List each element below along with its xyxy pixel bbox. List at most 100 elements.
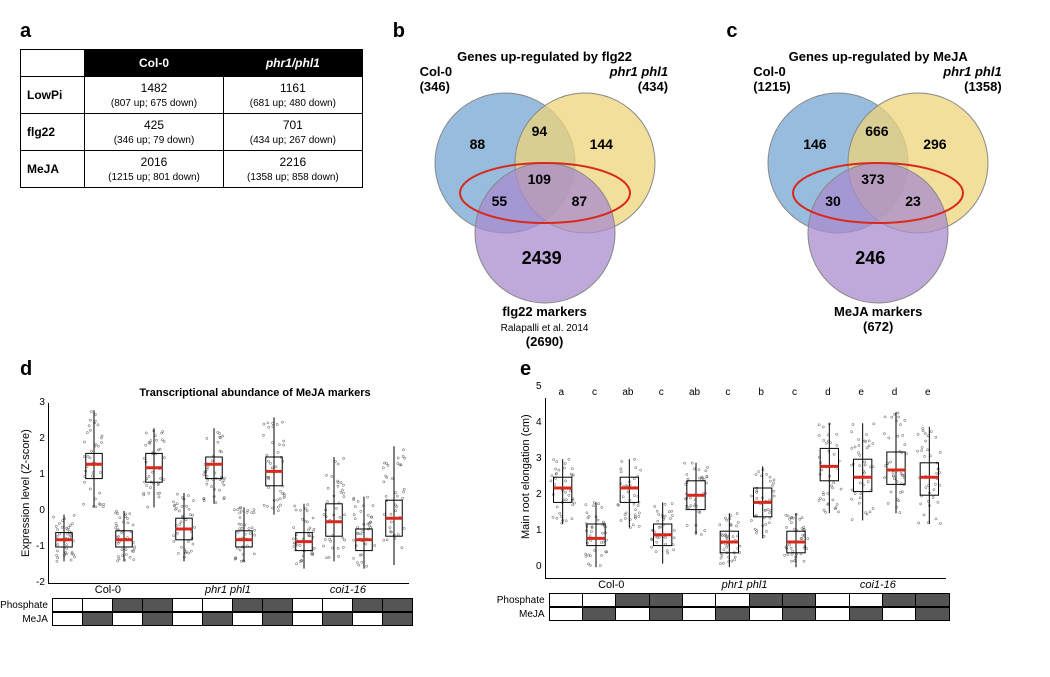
factor-cell <box>233 613 263 625</box>
sig-letter: ab <box>611 387 644 398</box>
factor-cell <box>883 594 916 606</box>
summary-table: Col-0phr1/phl1 LowPi1482(807 up; 675 dow… <box>20 49 363 188</box>
venn-count: 666 <box>865 123 888 139</box>
panel-a: a Col-0phr1/phl1 LowPi1482(807 up; 675 d… <box>20 20 363 188</box>
factor-cell <box>203 613 233 625</box>
factor-cell <box>53 613 83 625</box>
venn-set-label: MeJA markers(672) <box>813 304 943 334</box>
factor-cell <box>850 608 883 620</box>
venn-count: 2439 <box>522 248 562 269</box>
genotype-label: coi1-16 <box>811 579 944 591</box>
factor-cell <box>143 613 173 625</box>
genotype-label: Col-0 <box>545 579 678 591</box>
table-header <box>21 50 85 77</box>
venn-count: 94 <box>532 123 548 139</box>
venn-count: 87 <box>572 193 588 209</box>
factor-cell <box>816 608 849 620</box>
sig-letter: d <box>811 387 844 398</box>
factor-cell <box>550 608 583 620</box>
venn-count: 246 <box>855 248 885 269</box>
factor-cell <box>113 599 143 611</box>
panel-c-label: c <box>726 20 1030 43</box>
sig-letter: c <box>711 387 744 398</box>
sig-letter: a <box>545 387 578 398</box>
venn-count: 146 <box>803 136 826 152</box>
y-axis-label: Main root elongation (cm) <box>520 387 532 567</box>
sig-letter: c <box>778 387 811 398</box>
factor-label: Phosphate <box>491 595 549 606</box>
factor-cell <box>143 599 173 611</box>
sig-letter: ab <box>678 387 711 398</box>
venn-count: 296 <box>923 136 946 152</box>
factor-cell <box>850 594 883 606</box>
venn-count: 23 <box>905 193 921 209</box>
factor-cell <box>53 599 83 611</box>
y-axis-label: Expression level (Z-score) <box>20 403 32 583</box>
factor-cell <box>353 599 383 611</box>
factor-cell <box>323 613 353 625</box>
venn-count: 109 <box>528 171 551 187</box>
factor-cell <box>203 599 233 611</box>
factor-cell <box>650 594 683 606</box>
factor-cell <box>750 608 783 620</box>
venn-count: 144 <box>590 136 613 152</box>
factor-cell <box>353 613 383 625</box>
boxplot: Main root elongation (cm)543210acabcabcb… <box>520 387 1030 621</box>
table-row: MeJA2016(1215 up; 801 down)2216(1358 up;… <box>21 151 363 188</box>
venn-count: 55 <box>492 193 508 209</box>
factor-label: Phosphate <box>0 600 52 611</box>
venn-diagram <box>400 68 690 328</box>
panel-d: d Transcriptional abundance of MeJA mark… <box>20 358 490 626</box>
genotype-label: phr1 phl1 <box>168 584 288 596</box>
panel-c-title: Genes up-regulated by MeJA <box>726 49 1030 64</box>
sig-letter: e <box>911 387 944 398</box>
panel-b-title: Genes up-regulated by flg22 <box>393 49 697 64</box>
panel-d-title: Transcriptional abundance of MeJA marker… <box>20 387 490 399</box>
factor-cell <box>383 599 412 611</box>
venn-count: 373 <box>861 171 884 187</box>
factor-cell <box>750 594 783 606</box>
factor-cell <box>233 599 263 611</box>
sig-letter: c <box>645 387 678 398</box>
venn-count: 88 <box>470 136 486 152</box>
panel-e: e Main root elongation (cm)543210acabcab… <box>520 358 1030 621</box>
factor-cell <box>616 594 649 606</box>
genotype-label: Col-0 <box>48 584 168 596</box>
table-row: flg22425(346 up; 79 down)701(434 up; 267… <box>21 114 363 151</box>
factor-cell <box>323 599 353 611</box>
factor-cell <box>683 594 716 606</box>
factor-cell <box>650 608 683 620</box>
venn-set-label: phr1 phl1(434) <box>610 64 669 94</box>
panel-b-label: b <box>393 20 697 43</box>
genotype-label: coi1-16 <box>288 584 408 596</box>
factor-cell <box>293 613 323 625</box>
factor-cell <box>383 613 412 625</box>
panel-c: c Genes up-regulated by MeJA Col-0(1215)… <box>726 20 1030 328</box>
factor-label: MeJA <box>0 614 52 625</box>
venn-set-label: Col-0(346) <box>420 64 453 94</box>
factor-cell <box>616 608 649 620</box>
panel-a-label: a <box>20 20 363 43</box>
factor-cell <box>783 594 816 606</box>
factor-cell <box>263 613 293 625</box>
venn-count: 30 <box>825 193 841 209</box>
venn-set-label: phr1 phl1(1358) <box>943 64 1002 94</box>
factor-cell <box>263 599 293 611</box>
factor-cell <box>783 608 816 620</box>
factor-cell <box>83 613 113 625</box>
factor-cell <box>716 608 749 620</box>
sig-letter: e <box>845 387 878 398</box>
factor-cell <box>173 613 203 625</box>
factor-cell <box>550 594 583 606</box>
genotype-label: phr1 phl1 <box>678 579 811 591</box>
factor-cell <box>883 608 916 620</box>
factor-cell <box>683 608 716 620</box>
factor-label: MeJA <box>491 609 549 620</box>
factor-cell <box>816 594 849 606</box>
venn-set-label: Col-0(1215) <box>753 64 791 94</box>
factor-cell <box>83 599 113 611</box>
factor-cell <box>113 613 143 625</box>
factor-cell <box>293 599 323 611</box>
panel-d-label: d <box>20 358 490 381</box>
panel-b: b Genes up-regulated by flg22 Col-0(346)… <box>393 20 697 328</box>
